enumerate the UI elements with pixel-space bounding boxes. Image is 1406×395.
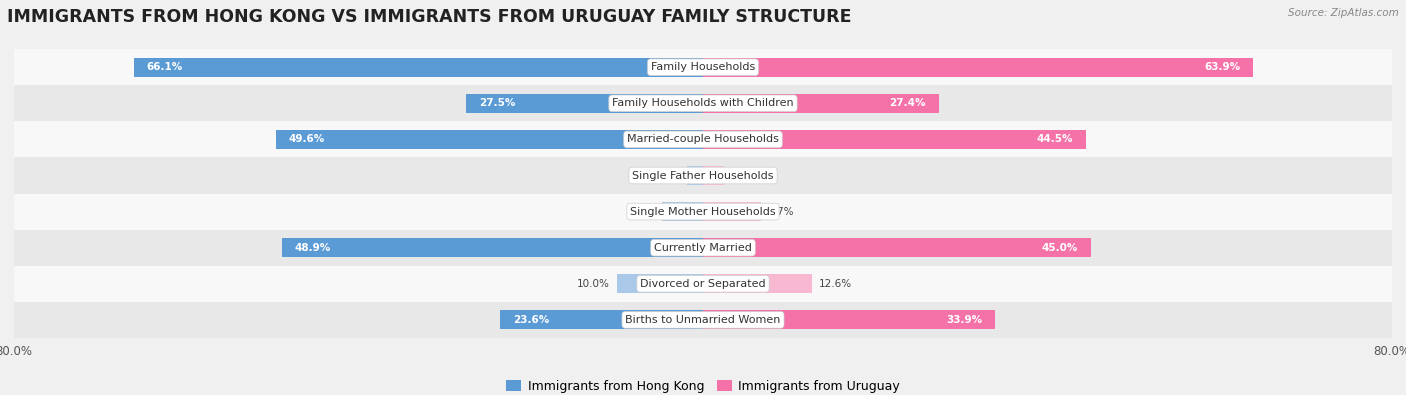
Bar xyxy=(703,310,995,329)
Bar xyxy=(662,202,703,221)
Text: Family Households with Children: Family Households with Children xyxy=(612,98,794,108)
Text: 45.0%: 45.0% xyxy=(1042,243,1077,253)
Text: 12.6%: 12.6% xyxy=(818,279,852,289)
Text: Currently Married: Currently Married xyxy=(654,243,752,253)
Text: 2.4%: 2.4% xyxy=(731,171,756,181)
Text: 44.5%: 44.5% xyxy=(1036,134,1073,145)
Text: Single Father Households: Single Father Households xyxy=(633,171,773,181)
Text: Divorced or Separated: Divorced or Separated xyxy=(640,279,766,289)
Bar xyxy=(14,302,1392,338)
Bar xyxy=(14,229,1392,266)
Bar xyxy=(14,49,1392,85)
Bar xyxy=(281,238,703,257)
Bar xyxy=(703,202,761,221)
Text: 1.8%: 1.8% xyxy=(654,171,681,181)
Text: Source: ZipAtlas.com: Source: ZipAtlas.com xyxy=(1288,8,1399,18)
Bar xyxy=(703,238,1091,257)
Bar xyxy=(276,130,703,149)
Text: Family Households: Family Households xyxy=(651,62,755,72)
Bar xyxy=(499,310,703,329)
Text: 66.1%: 66.1% xyxy=(146,62,183,72)
Bar xyxy=(14,158,1392,194)
Text: 4.8%: 4.8% xyxy=(628,207,655,216)
Bar xyxy=(703,58,1253,77)
Text: 27.4%: 27.4% xyxy=(890,98,927,108)
Bar xyxy=(14,121,1392,158)
Bar xyxy=(14,266,1392,302)
Bar xyxy=(134,58,703,77)
Bar xyxy=(703,94,939,113)
Bar xyxy=(14,85,1392,121)
Bar xyxy=(703,166,724,185)
Bar xyxy=(14,194,1392,229)
Bar xyxy=(617,275,703,293)
Legend: Immigrants from Hong Kong, Immigrants from Uruguay: Immigrants from Hong Kong, Immigrants fr… xyxy=(502,375,904,395)
Text: Births to Unmarried Women: Births to Unmarried Women xyxy=(626,315,780,325)
Text: 49.6%: 49.6% xyxy=(288,134,325,145)
Text: Married-couple Households: Married-couple Households xyxy=(627,134,779,145)
Text: Single Mother Households: Single Mother Households xyxy=(630,207,776,216)
Text: 63.9%: 63.9% xyxy=(1205,62,1240,72)
Text: 23.6%: 23.6% xyxy=(513,315,548,325)
Bar xyxy=(688,166,703,185)
Text: 48.9%: 48.9% xyxy=(295,243,330,253)
Text: 27.5%: 27.5% xyxy=(479,98,516,108)
Text: 33.9%: 33.9% xyxy=(946,315,981,325)
Text: 6.7%: 6.7% xyxy=(768,207,794,216)
Text: 10.0%: 10.0% xyxy=(576,279,610,289)
Text: IMMIGRANTS FROM HONG KONG VS IMMIGRANTS FROM URUGUAY FAMILY STRUCTURE: IMMIGRANTS FROM HONG KONG VS IMMIGRANTS … xyxy=(7,8,852,26)
Bar xyxy=(703,275,811,293)
Bar xyxy=(467,94,703,113)
Bar xyxy=(703,130,1087,149)
